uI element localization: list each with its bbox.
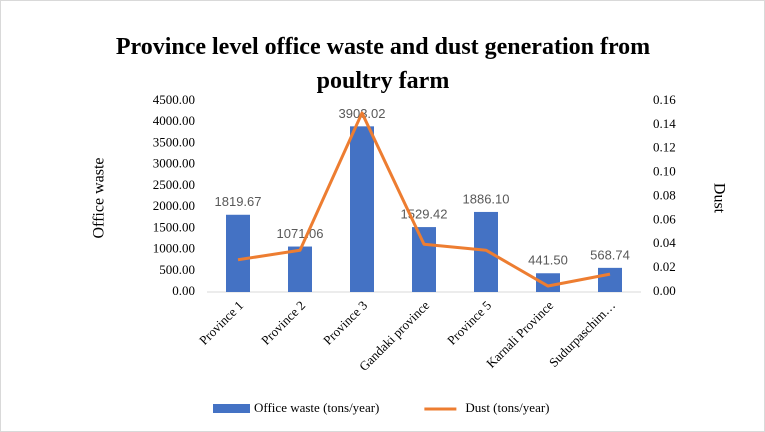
y-tick-label: 500.00 bbox=[159, 262, 195, 277]
y2-tick-label: 0.06 bbox=[653, 211, 676, 226]
y-tick-label: 1000.00 bbox=[153, 241, 195, 256]
x-tick-label: Sudurpaschim… bbox=[546, 298, 618, 370]
x-tick-label: Province 1 bbox=[196, 298, 246, 348]
y-tick-label: 3500.00 bbox=[153, 134, 195, 149]
data-label: 1819.67 bbox=[215, 194, 262, 209]
y2-tick-label: 0.10 bbox=[653, 164, 676, 179]
y2-tick-label: 0.16 bbox=[653, 92, 676, 107]
x-tick-label: Province 3 bbox=[320, 298, 370, 348]
y2-tick-label: 0.14 bbox=[653, 116, 676, 131]
bar bbox=[598, 267, 622, 292]
y2-tick-label: 0.12 bbox=[653, 140, 676, 155]
y2-axis-title: Dust bbox=[710, 183, 727, 214]
bar bbox=[288, 246, 312, 292]
line bbox=[237, 111, 611, 288]
legend-label: Dust (tons/year) bbox=[465, 400, 549, 415]
bar bbox=[536, 273, 560, 292]
y-tick-label: 1500.00 bbox=[153, 219, 195, 234]
data-label: 1886.10 bbox=[463, 191, 510, 206]
x-tick-label: Province 2 bbox=[258, 298, 308, 348]
y2-tick-label: 0.02 bbox=[653, 259, 676, 274]
y2-tick-label: 0.08 bbox=[653, 187, 676, 202]
bar bbox=[474, 211, 498, 292]
x-tick-label: Province 5 bbox=[444, 298, 494, 348]
bar bbox=[350, 126, 374, 292]
y-tick-label: 4500.00 bbox=[153, 92, 195, 107]
y-tick-label: 2000.00 bbox=[153, 198, 195, 213]
y-tick-label: 4000.00 bbox=[153, 113, 195, 128]
bar bbox=[226, 214, 250, 292]
data-label: 441.50 bbox=[528, 253, 568, 268]
legend-swatch bbox=[213, 404, 250, 413]
data-label: 568.74 bbox=[590, 247, 630, 262]
y-axis-title: Office waste bbox=[91, 158, 108, 239]
bar bbox=[412, 227, 436, 292]
chart-title: Province level office waste and dust gen… bbox=[115, 34, 651, 94]
y-tick-label: 3000.00 bbox=[153, 156, 195, 171]
y2-tick-label: 0.00 bbox=[653, 283, 676, 298]
y-tick-label: 2500.00 bbox=[153, 177, 195, 192]
y-tick-label: 0.00 bbox=[172, 283, 195, 298]
legend-label: Office waste (tons/year) bbox=[254, 400, 379, 415]
data-label: 1071.06 bbox=[277, 226, 324, 241]
y2-tick-label: 0.04 bbox=[653, 235, 676, 250]
